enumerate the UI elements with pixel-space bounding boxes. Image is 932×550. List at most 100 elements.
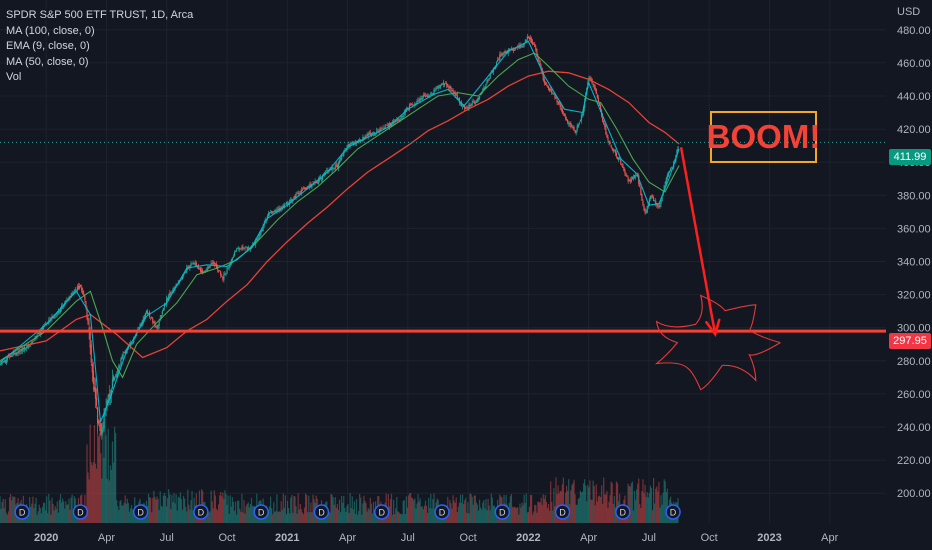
candle-body	[666, 174, 668, 178]
volume-bar	[291, 494, 293, 523]
y-tick-label: 280.00	[897, 356, 931, 368]
candle-body	[338, 160, 341, 163]
volume-bar	[215, 508, 218, 523]
volume-bar	[627, 483, 629, 523]
volume-bar	[565, 485, 568, 523]
legend-title[interactable]: SPDR S&P 500 ETF TRUST, 1D, Arca	[6, 9, 194, 21]
candle-body	[619, 157, 621, 159]
candle-body	[423, 94, 426, 97]
volume-bar	[469, 493, 471, 523]
candle-body	[10, 355, 12, 358]
volume-bar	[267, 509, 270, 523]
candle-body	[615, 152, 618, 157]
candle-body	[521, 45, 523, 48]
candle-body	[655, 200, 657, 205]
volume-bar	[107, 428, 109, 523]
candle-body	[172, 289, 174, 293]
candle-body	[415, 103, 417, 104]
volume-bar	[210, 490, 212, 523]
volume-bar	[123, 502, 125, 523]
volume-bar	[63, 501, 65, 523]
volume-bar	[662, 492, 664, 523]
volume-bar	[541, 505, 543, 523]
candle-body	[617, 157, 620, 160]
candle-body	[539, 61, 541, 67]
volume-bar	[244, 513, 246, 523]
candle-body	[20, 349, 22, 351]
volume-bar	[29, 497, 31, 523]
candle-body	[293, 196, 295, 200]
legend-item-ema9[interactable]: EMA (9, close, 0)	[6, 40, 90, 52]
candle-body	[133, 338, 135, 343]
volume-bar	[168, 489, 170, 523]
volume-bar	[584, 479, 586, 523]
volume-bar	[309, 511, 311, 523]
volume-bar	[271, 508, 273, 523]
candle-body	[470, 105, 472, 107]
candle-body	[418, 100, 420, 102]
volume-bar	[94, 463, 97, 523]
volume-bar	[399, 513, 401, 523]
volume-bar	[8, 497, 11, 523]
volume-bar	[36, 514, 38, 523]
candle-body	[157, 325, 159, 329]
legend-item-ma100[interactable]: MA (100, close, 0)	[6, 24, 95, 37]
currency-label[interactable]: USD	[897, 6, 921, 18]
candle-body	[565, 119, 568, 121]
volume-bar	[329, 512, 331, 523]
volume-bar	[10, 494, 12, 523]
candle-body	[47, 323, 49, 324]
candle-body	[628, 180, 630, 182]
volume-bar	[41, 506, 44, 523]
volume-bar	[170, 509, 172, 523]
volume-bar	[660, 495, 662, 523]
candle-body	[0, 363, 2, 365]
volume-bar	[544, 494, 546, 523]
candle-body	[208, 266, 210, 268]
legend-item-ma50[interactable]: MA (50, close, 0)	[6, 55, 89, 68]
volume-bar	[162, 495, 165, 523]
candle-body	[90, 344, 92, 363]
volume-bar	[99, 432, 101, 523]
volume-bar	[641, 491, 643, 523]
volume-bar	[486, 510, 488, 523]
candle-body	[8, 355, 11, 357]
candle-body	[597, 98, 600, 103]
candle-body	[97, 407, 99, 424]
volume-bar	[60, 502, 63, 523]
volume-bar	[295, 506, 297, 523]
candle-body	[426, 95, 429, 98]
candle-body	[442, 82, 445, 85]
candle-body	[31, 341, 33, 345]
candle-body	[197, 265, 200, 269]
volume-bar	[434, 512, 436, 523]
candle-body	[333, 168, 335, 169]
volume-bar	[35, 497, 37, 523]
candle-body	[508, 49, 510, 51]
volume-bar	[358, 511, 360, 523]
candle-body	[290, 199, 292, 201]
volume-bar	[164, 495, 167, 523]
volume-bar	[190, 500, 192, 523]
x-tick-label: Jul	[160, 532, 174, 544]
volume-bar	[116, 500, 118, 523]
volume-bar	[181, 509, 184, 523]
volume-bar	[390, 493, 393, 523]
volume-bar	[330, 494, 332, 523]
volume-bar	[581, 491, 584, 523]
volume-bar	[562, 477, 565, 523]
candle-body	[406, 107, 409, 110]
candle-body	[437, 86, 439, 89]
volume-bar	[128, 511, 131, 523]
candle-body	[257, 238, 259, 240]
volume-bar	[530, 494, 533, 523]
volume-bar	[543, 498, 545, 523]
boom-annotation[interactable]: BOOM!	[707, 111, 820, 163]
candle-body	[33, 340, 35, 342]
candle-body	[433, 90, 435, 94]
volume-bar	[580, 492, 583, 523]
volume-bar	[231, 497, 233, 523]
legend-item-vol[interactable]: Vol	[6, 71, 22, 83]
volume-bar	[234, 501, 237, 523]
